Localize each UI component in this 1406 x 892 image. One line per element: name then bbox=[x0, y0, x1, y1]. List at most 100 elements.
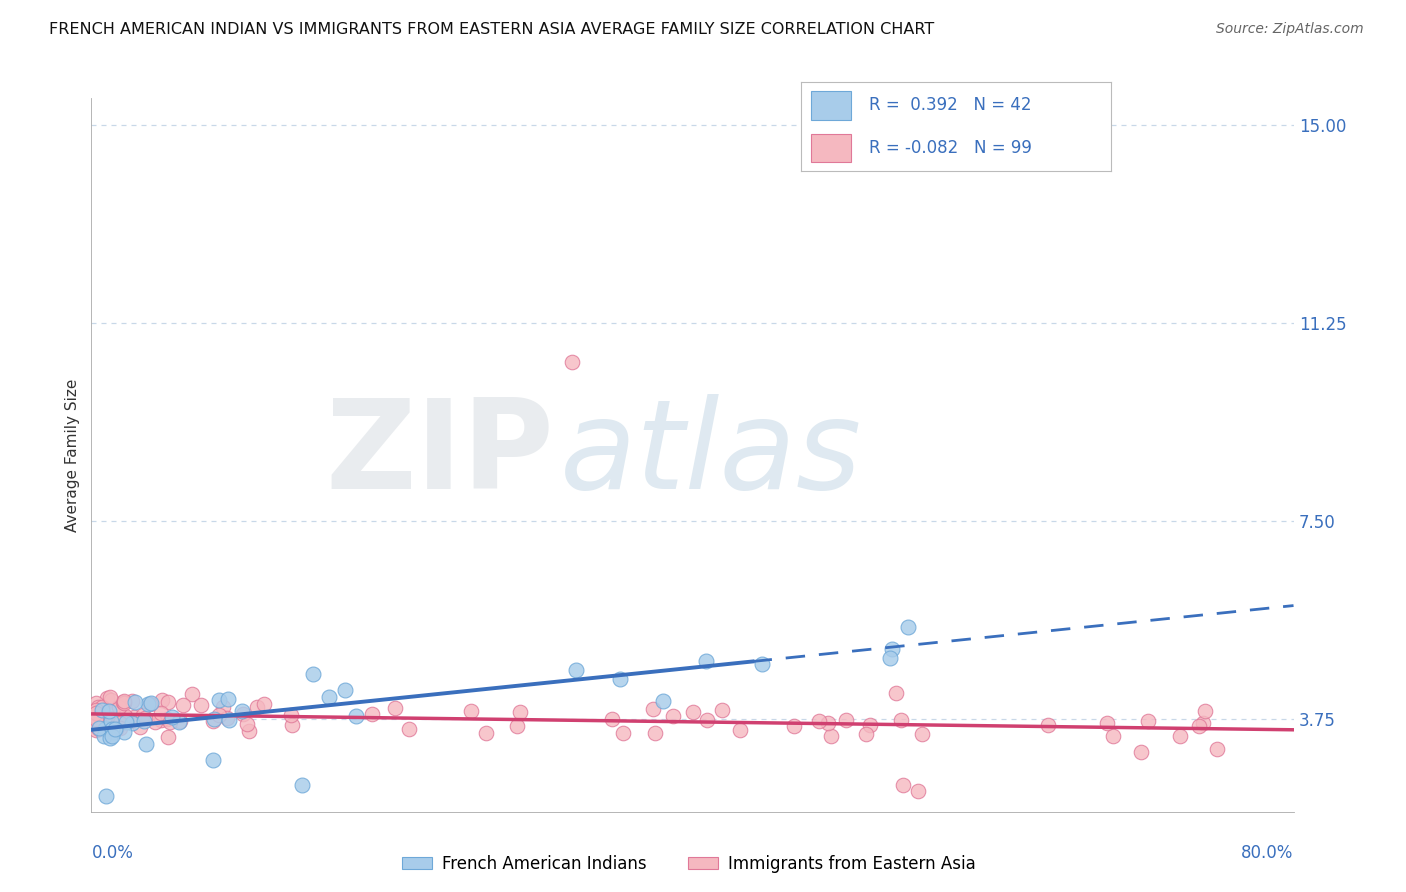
Point bbox=[643, 702, 665, 716]
Point bbox=[172, 698, 194, 712]
Point bbox=[907, 783, 929, 797]
Point bbox=[149, 706, 172, 720]
Point bbox=[360, 706, 382, 721]
Point bbox=[820, 730, 842, 744]
Point bbox=[333, 683, 356, 698]
Point bbox=[695, 654, 717, 668]
Point bbox=[1191, 715, 1213, 730]
Point bbox=[751, 657, 773, 671]
Y-axis label: Average Family Size: Average Family Size bbox=[65, 378, 80, 532]
Point bbox=[561, 355, 583, 369]
Point bbox=[136, 698, 159, 712]
Point bbox=[121, 715, 143, 730]
Point bbox=[112, 697, 135, 711]
Point bbox=[835, 713, 858, 727]
Point bbox=[318, 690, 340, 704]
Point bbox=[661, 709, 683, 723]
Point bbox=[564, 664, 586, 678]
Text: Source: ZipAtlas.com: Source: ZipAtlas.com bbox=[1216, 22, 1364, 37]
Point bbox=[1205, 742, 1227, 756]
Point bbox=[87, 722, 110, 736]
Point bbox=[101, 722, 124, 736]
Point bbox=[98, 704, 121, 718]
Point bbox=[159, 714, 181, 729]
Point bbox=[609, 672, 631, 686]
Point bbox=[157, 730, 180, 744]
Point bbox=[236, 716, 259, 731]
Point bbox=[101, 706, 124, 720]
Point bbox=[139, 696, 162, 710]
Point bbox=[108, 700, 131, 714]
Point bbox=[509, 705, 531, 719]
Point bbox=[882, 642, 904, 657]
Point bbox=[1170, 729, 1192, 743]
Point bbox=[217, 691, 239, 706]
Point bbox=[897, 619, 920, 633]
Point bbox=[101, 725, 124, 739]
Point bbox=[160, 709, 183, 723]
Point bbox=[253, 697, 276, 711]
Point bbox=[89, 709, 111, 723]
Point bbox=[105, 723, 128, 737]
Point bbox=[652, 694, 675, 708]
Point bbox=[150, 693, 173, 707]
Point bbox=[1194, 704, 1216, 718]
Point bbox=[201, 753, 224, 767]
Point bbox=[96, 722, 118, 736]
Point bbox=[817, 716, 839, 731]
Point bbox=[783, 719, 806, 733]
Text: R =  0.392   N = 42: R = 0.392 N = 42 bbox=[869, 96, 1032, 114]
Point bbox=[190, 698, 212, 712]
Point bbox=[890, 713, 912, 727]
Point bbox=[218, 713, 240, 727]
Point bbox=[115, 710, 138, 724]
Point bbox=[139, 697, 162, 711]
Point bbox=[475, 726, 498, 740]
Point bbox=[98, 716, 121, 731]
Point bbox=[84, 723, 107, 737]
Point bbox=[121, 694, 143, 708]
Point bbox=[344, 709, 367, 723]
Point bbox=[730, 723, 752, 738]
Point bbox=[132, 708, 155, 723]
Point bbox=[100, 730, 122, 744]
Text: atlas: atlas bbox=[560, 394, 862, 516]
FancyBboxPatch shape bbox=[811, 134, 851, 162]
Point bbox=[169, 714, 191, 728]
Point bbox=[711, 703, 734, 717]
Point bbox=[84, 706, 107, 720]
Point bbox=[135, 737, 157, 751]
Point bbox=[884, 686, 907, 700]
Point bbox=[149, 713, 172, 727]
Point bbox=[215, 711, 238, 725]
Point bbox=[208, 693, 231, 707]
Point bbox=[98, 731, 121, 746]
Point bbox=[111, 695, 134, 709]
Point bbox=[84, 712, 107, 726]
Point bbox=[90, 711, 112, 725]
Point bbox=[107, 716, 129, 731]
Point bbox=[1101, 729, 1123, 743]
Point bbox=[644, 726, 666, 740]
Point bbox=[120, 714, 142, 728]
Point bbox=[281, 718, 304, 732]
Point bbox=[238, 724, 260, 739]
Text: R = -0.082   N = 99: R = -0.082 N = 99 bbox=[869, 139, 1032, 157]
Point bbox=[87, 699, 110, 714]
Point bbox=[506, 719, 529, 733]
Point bbox=[84, 719, 107, 733]
Point bbox=[110, 722, 132, 736]
Point bbox=[129, 720, 152, 734]
Point bbox=[100, 693, 122, 707]
Point bbox=[302, 667, 325, 681]
Point bbox=[460, 704, 482, 718]
Point bbox=[246, 700, 269, 714]
Point bbox=[87, 721, 110, 735]
Point bbox=[181, 687, 204, 701]
Legend: French American Indians, Immigrants from Eastern Asia: French American Indians, Immigrants from… bbox=[395, 848, 983, 880]
Point bbox=[891, 778, 914, 792]
Text: FRENCH AMERICAN INDIAN VS IMMIGRANTS FROM EASTERN ASIA AVERAGE FAMILY SIZE CORRE: FRENCH AMERICAN INDIAN VS IMMIGRANTS FRO… bbox=[49, 22, 935, 37]
Point bbox=[859, 717, 882, 731]
Point bbox=[115, 715, 138, 730]
FancyBboxPatch shape bbox=[811, 91, 851, 120]
